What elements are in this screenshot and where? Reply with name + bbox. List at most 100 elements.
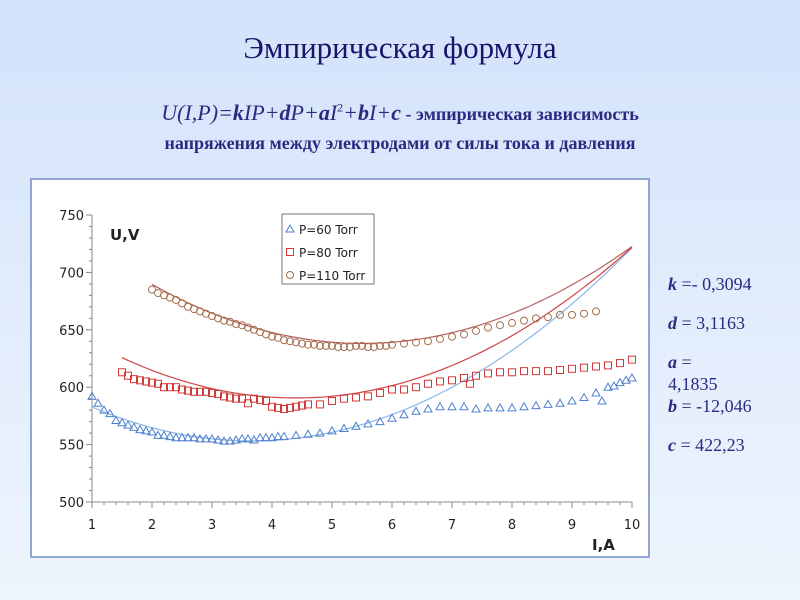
data-point-circle (460, 330, 468, 339)
data-point-square (136, 376, 144, 385)
fit-curve (151, 246, 633, 344)
param-d: d = 3,1163 (668, 313, 745, 333)
data-point-square (214, 390, 222, 399)
data-point-square (472, 371, 480, 380)
data-point-square (436, 377, 444, 386)
data-point-square (580, 363, 588, 372)
legend (281, 213, 375, 285)
data-point-square (166, 383, 174, 392)
data-point-square (196, 387, 204, 396)
x-tick-label: 6 (388, 518, 396, 533)
data-point-triangle (267, 432, 277, 442)
data-point-square (304, 400, 312, 409)
data-point-circle (436, 334, 444, 343)
y-tick-label: 550 (59, 439, 84, 454)
data-point-square (604, 361, 612, 370)
data-point-triangle (591, 387, 601, 397)
data-point-square (556, 365, 564, 374)
data-point-square (628, 355, 636, 364)
x-tick-label: 3 (208, 518, 216, 533)
data-point-circle (328, 341, 336, 350)
data-point-triangle (249, 435, 259, 444)
data-point-triangle (495, 402, 505, 412)
data-point-square (172, 383, 180, 392)
formula: U(I,P)=kIP+dP+aI2+bI+c - эмпирическая за… (161, 100, 639, 125)
data-point-square (280, 405, 288, 414)
data-point-triangle (471, 404, 481, 413)
data-point-triangle (129, 422, 139, 431)
data-point-circle (280, 336, 288, 345)
data-point-triangle (99, 405, 109, 414)
data-point-triangle (435, 401, 445, 411)
data-point-circle (472, 326, 480, 335)
data-point-triangle (351, 421, 361, 430)
data-point-triangle (483, 402, 493, 412)
data-point-circle (358, 341, 366, 350)
data-point-triangle (273, 431, 283, 441)
data-point-triangle (615, 377, 625, 387)
data-point-square (208, 388, 216, 397)
data-point-square (178, 385, 186, 394)
data-point-triangle (399, 409, 409, 419)
data-point-square (412, 383, 420, 392)
data-point-square (352, 393, 360, 402)
data-point-circle (592, 307, 600, 316)
param-b: b = -12,046 (668, 396, 752, 416)
data-point-square (220, 392, 228, 401)
data-point-triangle (363, 418, 373, 428)
data-point-square (274, 403, 282, 412)
data-point-square (244, 399, 252, 408)
data-point-square (286, 403, 294, 412)
data-point-triangle (207, 433, 217, 443)
data-point-triangle (87, 391, 97, 400)
legend-label: P=60 Torr (299, 223, 358, 237)
data-point-square (130, 375, 138, 384)
x-tick-label: 7 (448, 518, 456, 533)
data-point-triangle (231, 435, 241, 444)
param-k: k =- 0,3094 (668, 274, 752, 294)
data-point-triangle (225, 436, 235, 445)
y-tick-label: 750 (59, 209, 84, 224)
x-tick-label: 9 (568, 518, 576, 533)
data-point-circle (334, 343, 342, 352)
data-point-square (184, 386, 192, 395)
x-tick-label: 4 (268, 518, 276, 533)
data-point-circle (304, 340, 312, 349)
data-point-triangle (243, 433, 253, 443)
data-point-triangle (171, 432, 181, 442)
data-point-circle (286, 337, 294, 346)
data-point-circle (448, 332, 456, 341)
data-point-circle (568, 310, 576, 319)
data-point-square (148, 378, 156, 387)
data-point-triangle (531, 400, 541, 410)
data-point-triangle (291, 430, 301, 439)
data-point-circle (520, 316, 528, 325)
y-axis-label: U,V (110, 226, 140, 244)
data-point-triangle (111, 415, 121, 424)
data-point-triangle (339, 423, 349, 433)
data-point-triangle (555, 398, 565, 407)
slide-title: Эмпирическая формула (243, 30, 557, 65)
data-point-circle (346, 343, 354, 352)
data-point-triangle (93, 398, 103, 407)
data-point-circle (292, 338, 300, 347)
data-point-circle (352, 341, 360, 350)
data-point-circle (496, 321, 504, 330)
x-tick-label: 1 (88, 518, 96, 533)
data-point-triangle (285, 223, 295, 233)
data-point-triangle (201, 433, 211, 443)
data-point-square (316, 400, 324, 409)
data-point-circle (556, 310, 564, 319)
data-point-square (520, 367, 528, 376)
data-point-triangle (411, 406, 421, 415)
data-point-triangle (447, 401, 457, 411)
data-point-triangle (315, 428, 325, 437)
data-point-triangle (183, 432, 193, 442)
data-point-triangle (195, 433, 205, 443)
data-point-circle (340, 343, 348, 352)
data-point-square (292, 402, 300, 411)
data-point-square (460, 374, 468, 383)
data-point-triangle (237, 433, 247, 443)
data-point-circle (382, 341, 390, 350)
data-point-square (232, 394, 240, 403)
